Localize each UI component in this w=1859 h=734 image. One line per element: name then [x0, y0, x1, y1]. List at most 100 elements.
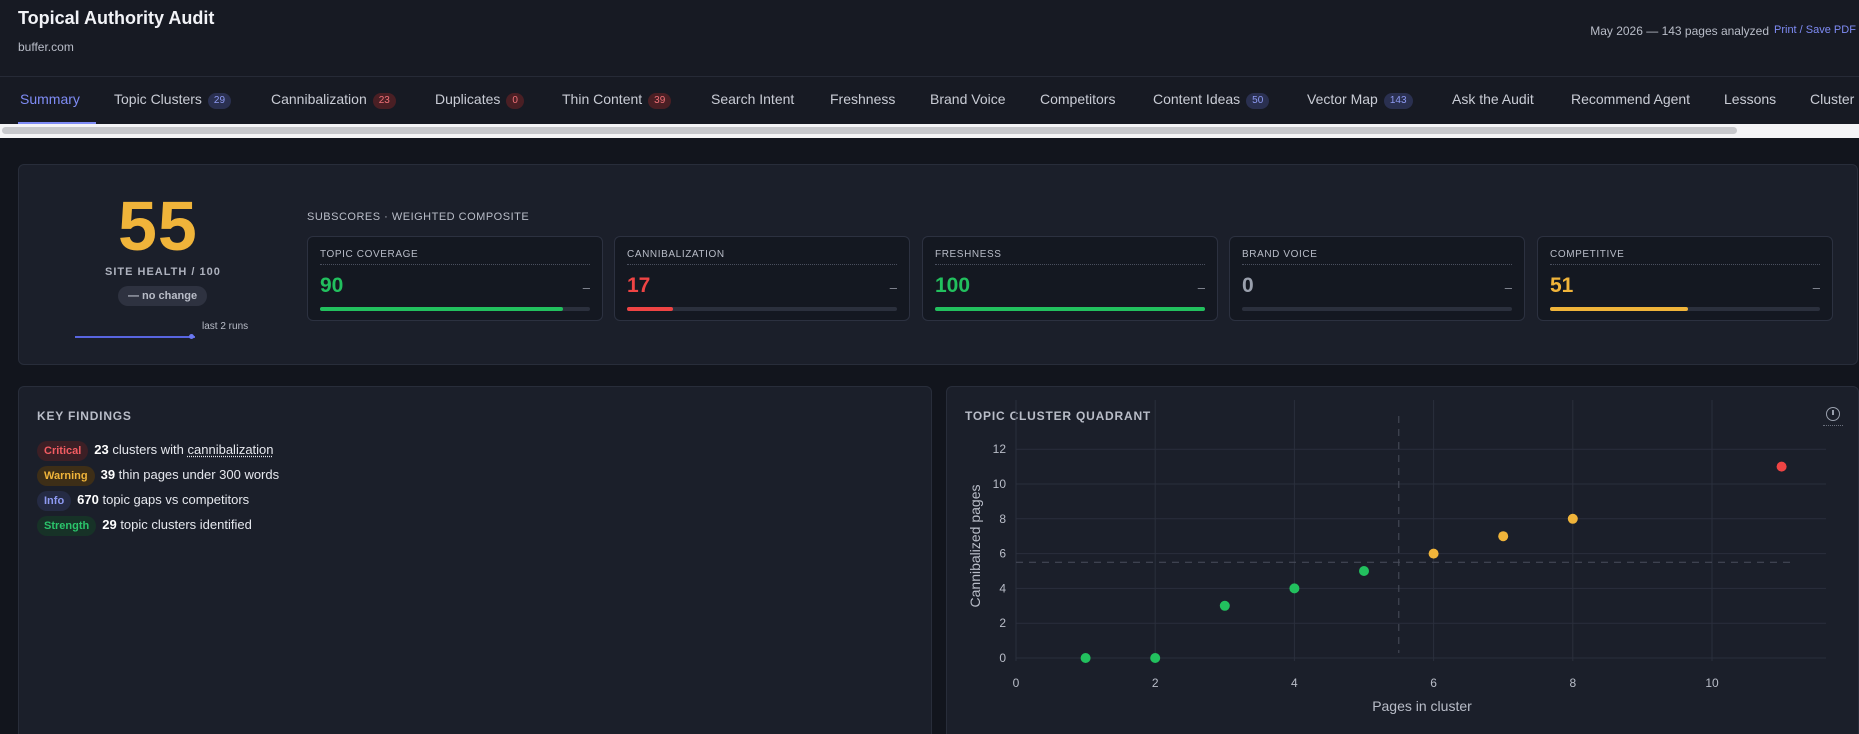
topic-cluster-quadrant-panel: [946, 386, 1859, 734]
topic-cluster-quadrant-chart: 0 2 4 6 8 10 0 2 4 6 8 10 12 Pages in cluster Cannibal…: [967, 400, 1826, 714]
cluster-point: [1428, 548, 1439, 559]
subscore-card-brand-voice: BRAND VOICE 0 –: [1229, 236, 1525, 321]
sparkline-label: last 2 runs: [202, 321, 249, 332]
tab-search-intent[interactable]: Search Intent: [711, 77, 794, 124]
site-health-score: 55: [118, 187, 198, 265]
subscores-title: SUBSCORES · WEIGHTED COMPOSITE: [307, 211, 530, 223]
x-tick-label: 0: [1013, 676, 1020, 690]
tab-thin-content[interactable]: Thin Content 39: [562, 77, 672, 124]
tab-label: Freshness: [830, 91, 896, 107]
tab-count-badge: 143: [1383, 93, 1413, 109]
x-tick-label: 2: [1152, 676, 1159, 690]
subscore-trend: –: [1812, 280, 1820, 295]
subscore-value: 90: [320, 274, 344, 297]
site-domain: buffer.com: [18, 40, 74, 54]
cluster-point: [1359, 566, 1369, 576]
cluster-point: [1219, 600, 1230, 611]
finding-text: clusters with: [108, 442, 188, 457]
subscore-value: 100: [935, 274, 971, 297]
tab-recommend-agent[interactable]: Recommend Agent: [1571, 77, 1690, 124]
tab-vector-map[interactable]: Vector Map 143: [1307, 77, 1413, 124]
tab-count-badge: 0: [506, 93, 524, 109]
tab-label: Duplicates: [435, 91, 501, 107]
finding-text: topic gaps vs competitors: [98, 492, 250, 507]
subscore-card-cannibalization: CANNIBALIZATION 17 –: [614, 236, 910, 321]
severity-pill: Warning: [37, 466, 95, 486]
tab-scrollbar-thumb[interactable]: [2, 127, 1737, 134]
subscore-card-freshness: FRESHNESS 100 –: [922, 236, 1218, 321]
x-tick-label: 10: [1705, 676, 1719, 690]
tab-bar: Summary Topic Clusters 29 Cannibalization 23…: [0, 77, 1859, 124]
tab-label: Topic Clusters: [114, 91, 202, 107]
tab-label: Search Intent: [711, 91, 795, 107]
print-save-pdf-link[interactable]: Print / Save PDF: [1774, 24, 1856, 36]
tab-brand-voice[interactable]: Brand Voice: [930, 77, 1006, 124]
y-tick-label: 12: [993, 442, 1007, 456]
tab-freshness[interactable]: Freshness: [830, 77, 895, 124]
x-tick-label: 4: [1291, 676, 1298, 690]
finding-row: Warning 39 thin pages under 300 words: [37, 465, 279, 486]
tab-duplicates[interactable]: Duplicates 0: [435, 77, 524, 124]
severity-pill: Info: [37, 491, 72, 511]
tab-label: Vector Map: [1307, 91, 1378, 107]
subscore-name: FRESHNESS: [935, 249, 1205, 265]
tab-label: Cannibalization: [271, 91, 367, 107]
tab-label: Cluster: [1810, 91, 1855, 107]
tab-lessons[interactable]: Lessons: [1724, 77, 1776, 124]
tab-content-ideas[interactable]: Content Ideas 50: [1153, 77, 1270, 124]
subscore-trend: –: [1197, 280, 1205, 295]
finding-row: Info 670 topic gaps vs competitors: [37, 490, 250, 511]
subscore-value: 51: [1550, 274, 1574, 297]
info-icon-underline: [1823, 425, 1843, 426]
subscore-bar-track: [935, 307, 1205, 311]
tab-cannibalization[interactable]: Cannibalization 23: [271, 77, 396, 124]
x-tick-label: 8: [1569, 676, 1576, 690]
subscore-card-topic-coverage: TOPIC COVERAGE 90 –: [307, 236, 603, 321]
subscore-card-competitive: COMPETITIVE 51 –: [1537, 236, 1833, 321]
finding-text: topic clusters identified: [116, 517, 252, 532]
x-tick-label: 6: [1430, 676, 1437, 690]
tab-label: Thin Content: [562, 91, 643, 107]
subscore-trend: –: [889, 280, 897, 295]
finding-link[interactable]: cannibalization: [187, 442, 274, 457]
tab-topic-clusters[interactable]: Topic Clusters 29: [114, 77, 232, 124]
tab-ask-the-audit[interactable]: Ask the Audit: [1452, 77, 1534, 124]
key-findings-panel: [18, 386, 932, 734]
site-health-label: SITE HEALTH / 100: [105, 266, 221, 278]
subscore-trend: –: [1504, 280, 1512, 295]
subscore-bar-fill: [627, 307, 673, 311]
info-icon[interactable]: [1826, 407, 1840, 421]
tab-label: Recommend Agent: [1571, 91, 1691, 107]
tab-label: Summary: [20, 91, 80, 107]
tab-summary[interactable]: Summary: [18, 77, 96, 124]
subscore-bar-fill: [1550, 307, 1688, 311]
y-tick-label: 4: [999, 581, 1006, 595]
tab-label: Ask the Audit: [1452, 91, 1534, 107]
finding-count: 39: [100, 467, 116, 482]
subscore-bar-fill: [320, 307, 563, 311]
severity-pill: Critical: [37, 441, 89, 461]
subscore-bar-track: [1550, 307, 1820, 311]
y-tick-label: 10: [993, 477, 1007, 491]
tab-scrollbar[interactable]: [0, 124, 1859, 138]
tab-cluster[interactable]: Cluster: [1810, 77, 1854, 124]
subscore-value: 0: [1242, 274, 1254, 297]
subscore-name: TOPIC COVERAGE: [320, 249, 590, 265]
cluster-point: [1150, 653, 1161, 663]
sparkline-point: [189, 334, 194, 339]
tab-label: Content Ideas: [1153, 91, 1241, 107]
tab-competitors[interactable]: Competitors: [1040, 77, 1115, 124]
subscore-name: CANNIBALIZATION: [627, 249, 897, 265]
y-tick-label: 6: [999, 547, 1006, 561]
health-sparkline: [75, 336, 195, 338]
quadrant-title: TOPIC CLUSTER QUADRANT: [965, 409, 1152, 423]
key-findings-title: KEY FINDINGS: [37, 409, 132, 423]
tab-count-badge: 50: [1246, 93, 1270, 109]
severity-pill: Strength: [37, 516, 97, 536]
subscore-trend: –: [582, 280, 590, 295]
audit-meta: May 2026 — 143 pages analyzed: [1590, 24, 1769, 38]
y-tick-label: 0: [999, 651, 1006, 665]
tab-count-badge: 23: [372, 93, 396, 109]
tab-count-badge: 39: [648, 93, 672, 109]
subscore-bar-track: [627, 307, 897, 311]
